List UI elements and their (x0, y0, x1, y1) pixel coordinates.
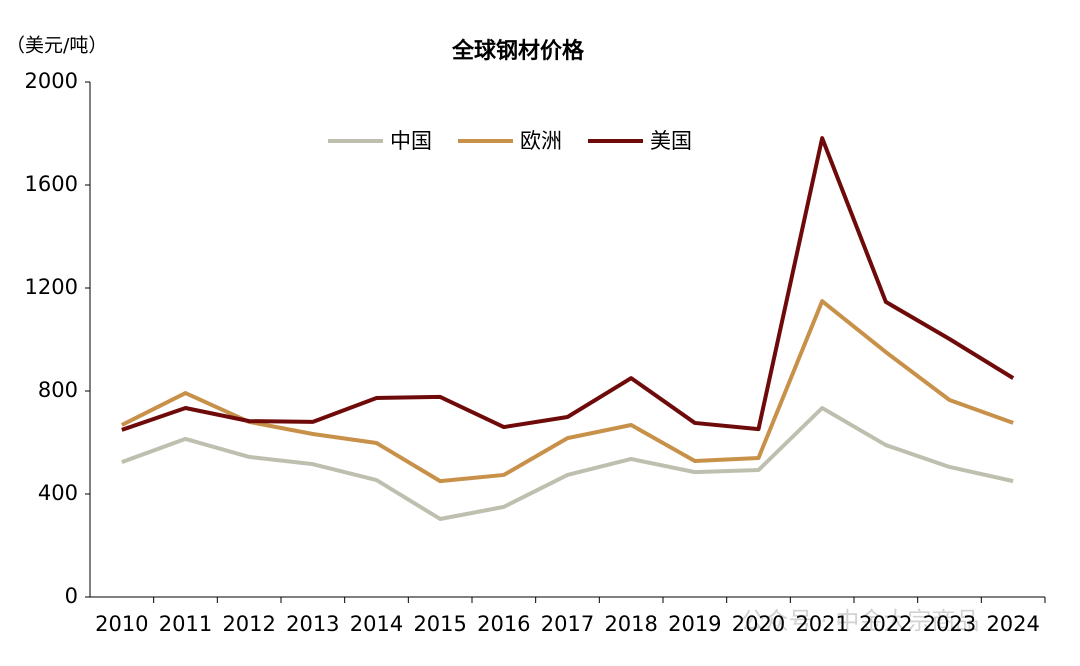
y-axis-label: （美元/吨） (6, 35, 107, 57)
x-tick-label: 2012 (222, 612, 275, 636)
x-tick-label: 2014 (350, 612, 403, 636)
x-tick-label: 2020 (732, 612, 785, 636)
x-tick-label: 2011 (159, 612, 212, 636)
series-line (121, 405, 1014, 521)
x-tick-label: 2021 (795, 612, 848, 636)
y-tick-label: 400 (38, 481, 78, 505)
x-tick-label: 2019 (668, 612, 721, 636)
series-line (121, 136, 1015, 432)
x-tick-label: 2023 (923, 612, 976, 636)
chart-title: 全球钢材价格 (451, 38, 585, 64)
x-tick-label: 2013 (286, 612, 339, 636)
x-tick-label: 2015 (413, 612, 466, 636)
x-tick-label: 2010 (95, 612, 148, 636)
x-tick-label: 2024 (986, 612, 1039, 636)
y-tick-label: 0 (65, 584, 78, 608)
series-line (120, 299, 1014, 484)
x-tick-label: 2016 (477, 612, 530, 636)
legend-label: 美国 (650, 129, 692, 153)
x-tick-label: 2018 (604, 612, 657, 636)
legend-label: 欧洲 (520, 129, 562, 153)
y-tick-label: 1600 (25, 172, 78, 196)
y-tick-label: 800 (38, 378, 78, 402)
x-tick-label: 2022 (859, 612, 912, 636)
legend-label: 中国 (390, 129, 432, 153)
x-tick-label: 2017 (541, 612, 594, 636)
y-tick-label: 1200 (25, 275, 78, 299)
y-tick-label: 2000 (25, 69, 78, 93)
watermark: 公众号 · 中金大宗商品 (741, 607, 980, 635)
